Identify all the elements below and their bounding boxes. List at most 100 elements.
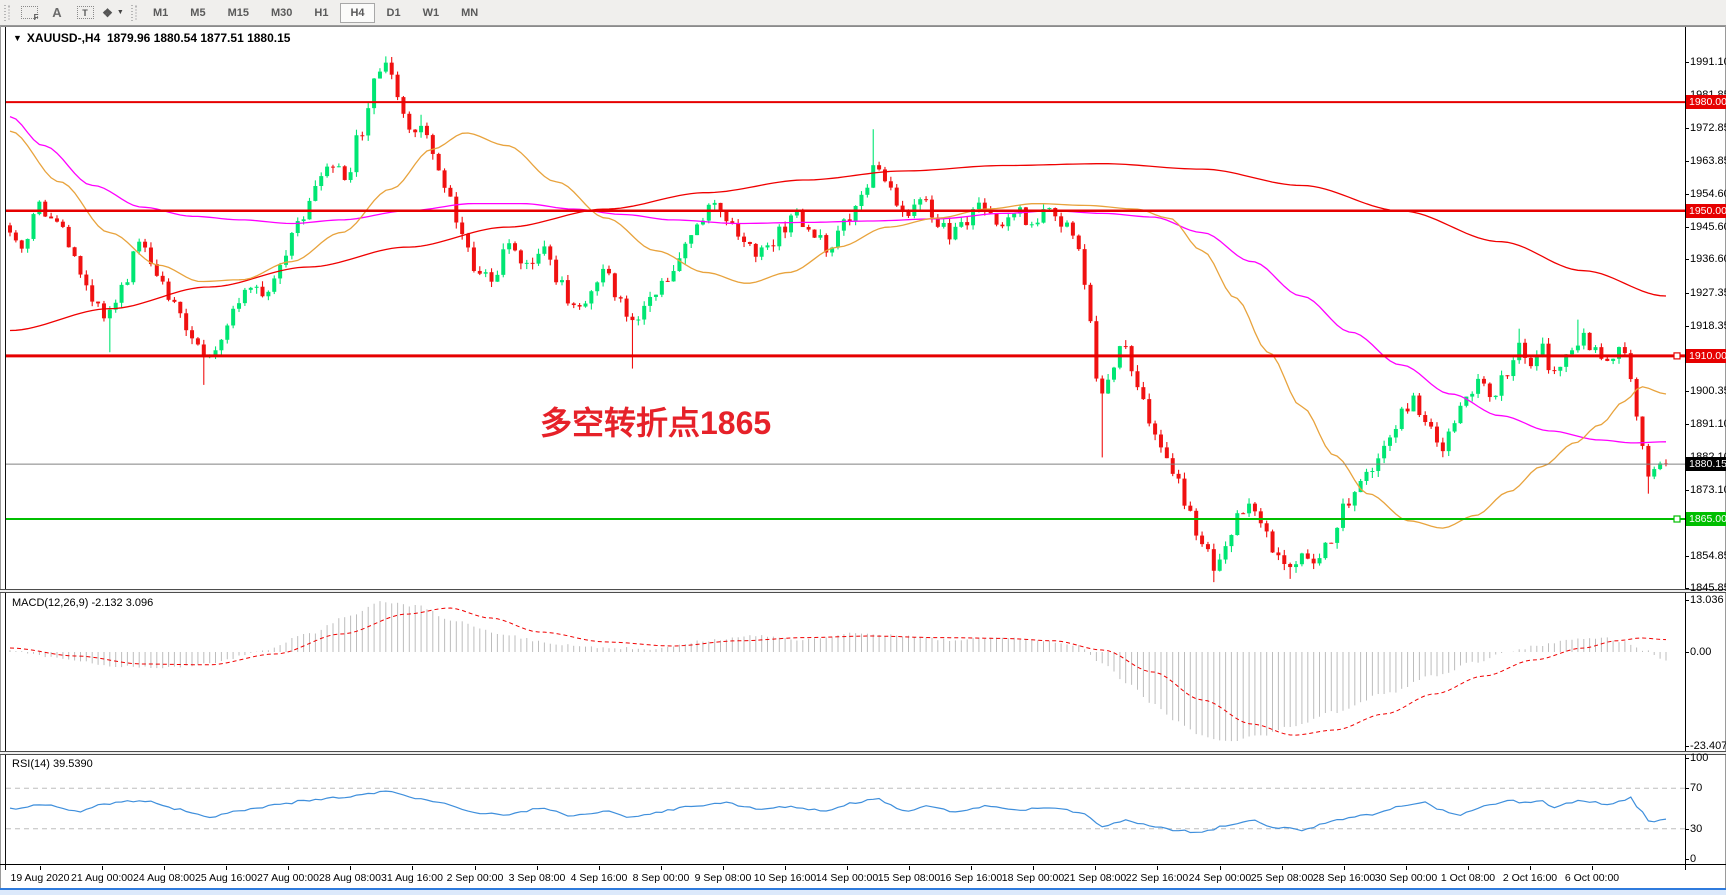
time-tick-label: 22 Sep 16:00	[1125, 872, 1189, 884]
price-tick-label: 1873.10	[1690, 484, 1726, 496]
rsi-chart-canvas[interactable]	[6, 755, 1685, 864]
timeframe-button-m30[interactable]: M30	[270, 6, 293, 19]
time-tick	[102, 866, 103, 870]
plot-left-border	[5, 27, 6, 870]
rsi-tick-label: 0	[1690, 853, 1697, 865]
symbol-collapse-icon[interactable]: ▼	[13, 33, 22, 43]
macd-tick-label: -23.407	[1690, 740, 1726, 752]
time-tick-label: 25 Aug 16:00	[195, 872, 257, 884]
price-tick-dash	[1685, 391, 1689, 392]
bottom-window-edge	[0, 888, 1726, 890]
time-tick	[475, 866, 476, 870]
price-chart-canvas[interactable]	[6, 27, 1685, 589]
price-tick-dash	[1685, 424, 1689, 425]
price-tick-label: 1854.85	[1690, 550, 1726, 562]
timeframe-toolbar: M1 M5 M15 M30 H1 H4 D1 W1 MN	[142, 0, 489, 26]
price-tick-label: 1891.10	[1690, 418, 1726, 430]
timeframe-button-d1[interactable]: D1	[386, 6, 401, 19]
timeframe-button-m5[interactable]: M5	[190, 6, 206, 19]
price-tick-label: 1900.35	[1690, 385, 1726, 397]
time-tick	[226, 866, 227, 870]
timeframe-button-m15[interactable]: M15	[227, 6, 249, 19]
time-tick-label: 24 Aug 08:00	[133, 872, 195, 884]
time-tick	[40, 866, 41, 870]
price-level-badge-1880-15: 1880.15	[1686, 457, 1726, 471]
top-toolbar: F A T ❖ ▼ M1 M5 M15 M30 H1 H4 D1 W1 MN	[0, 0, 1726, 26]
time-tick-label: 24 Sep 00:00	[1188, 872, 1252, 884]
time-tick-label: 31 Aug 16:00	[381, 872, 443, 884]
symbol-timeframe-label: XAUUSD-,H4	[26, 31, 101, 45]
drawing-objects-icon[interactable]: ❖ ▼	[100, 2, 126, 24]
rsi-tick-label: 70	[1690, 782, 1703, 794]
price-tick-dash	[1685, 227, 1689, 228]
rsi-tick-label: 30	[1690, 823, 1703, 835]
timeframe-button-h4[interactable]: H4	[340, 2, 375, 23]
timeframe-button-mn[interactable]: MN	[461, 6, 479, 19]
price-axis-line[interactable]	[1685, 27, 1686, 870]
macd-indicator-label: MACD(12,26,9) -2.132 3.096	[12, 597, 154, 609]
bottom-window-shadow	[0, 890, 1726, 895]
price-tick-label: 1945.60	[1690, 221, 1726, 233]
time-tick	[1406, 866, 1407, 870]
price-level-badge-1950-00: 1950.00	[1686, 204, 1726, 218]
price-level-badge-1865-00: 1865.00	[1686, 512, 1726, 526]
rsi-tick-label: 100	[1690, 752, 1709, 764]
price-tick-dash	[1685, 293, 1689, 294]
macd-tick-label: 0.00	[1690, 646, 1712, 658]
price-tick-dash	[1685, 259, 1689, 260]
macd-tick-dash	[1685, 652, 1689, 653]
time-tick	[1033, 866, 1034, 870]
ohlc-values: 1879.96 1880.54 1877.51 1880.15	[106, 31, 291, 45]
time-tick-label: 9 Sep 08:00	[694, 872, 752, 884]
chart-frame-top-border	[0, 26, 1726, 27]
time-tick	[1344, 866, 1345, 870]
time-tick	[1592, 866, 1593, 870]
rsi-tick-dash	[1685, 788, 1689, 789]
time-tick-label: 30 Sep 00:00	[1374, 872, 1438, 884]
time-tick-label: 28 Aug 08:00	[319, 872, 381, 884]
panel-splitter-macd[interactable]	[0, 589, 1726, 593]
frame-f-glyph: F	[33, 13, 39, 22]
rsi-tick-dash	[1685, 758, 1689, 759]
price-tick-label: 1954.60	[1690, 188, 1726, 200]
price-level-badge-1910-00: 1910.00	[1686, 349, 1726, 363]
price-tick-label: 1991.10	[1690, 56, 1726, 68]
time-tick	[1530, 866, 1531, 870]
time-tick-label: 2 Oct 16:00	[1502, 872, 1558, 884]
time-tick-label: 19 Aug 2020	[10, 872, 70, 884]
timeframe-button-m1[interactable]: M1	[153, 6, 169, 19]
time-tick	[288, 866, 289, 870]
time-tick	[785, 866, 786, 870]
price-tick-label: 1963.85	[1690, 155, 1726, 167]
price-tick-label: 1972.85	[1690, 122, 1726, 134]
price-tick-dash	[1685, 490, 1689, 491]
price-tick-dash	[1685, 326, 1689, 327]
toolbar-grip-2[interactable]	[131, 4, 138, 21]
price-tick-dash	[1685, 194, 1689, 195]
indicator-frame-icon[interactable]: F	[16, 2, 42, 24]
time-tick-label: 4 Sep 16:00	[570, 872, 628, 884]
time-tick-label: 16 Sep 16:00	[939, 872, 1003, 884]
price-level-badge-1980-00: 1980.00	[1686, 95, 1726, 109]
dropdown-caret-icon[interactable]: ▼	[116, 9, 124, 16]
time-tick-label: 21 Sep 08:00	[1063, 872, 1127, 884]
diamond-arrows-glyph: ❖	[102, 5, 113, 20]
chart-annotation-text[interactable]: 多空转折点1865	[540, 405, 772, 441]
price-tick-label: 1936.60	[1690, 253, 1726, 265]
time-tick	[661, 866, 662, 870]
timeframe-button-h1[interactable]: H1	[314, 6, 329, 19]
macd-chart-canvas[interactable]	[6, 593, 1685, 751]
time-tick	[599, 866, 600, 870]
time-axis-top-border	[0, 864, 1726, 865]
toolbar-grip[interactable]	[4, 4, 11, 21]
text-tool-icon[interactable]: T	[72, 2, 98, 24]
rsi-indicator-label: RSI(14) 39.5390	[12, 758, 93, 770]
price-tick-label: 1927.35	[1690, 287, 1726, 299]
rsi-tick-dash	[1685, 829, 1689, 830]
panel-splitter-rsi[interactable]	[0, 751, 1726, 755]
time-tick	[723, 866, 724, 870]
label-tool-icon[interactable]: A	[44, 2, 70, 24]
time-tick-label: 15 Sep 08:00	[877, 872, 941, 884]
timeframe-button-w1[interactable]: W1	[422, 6, 440, 19]
time-tick-label: 10 Sep 16:00	[753, 872, 817, 884]
